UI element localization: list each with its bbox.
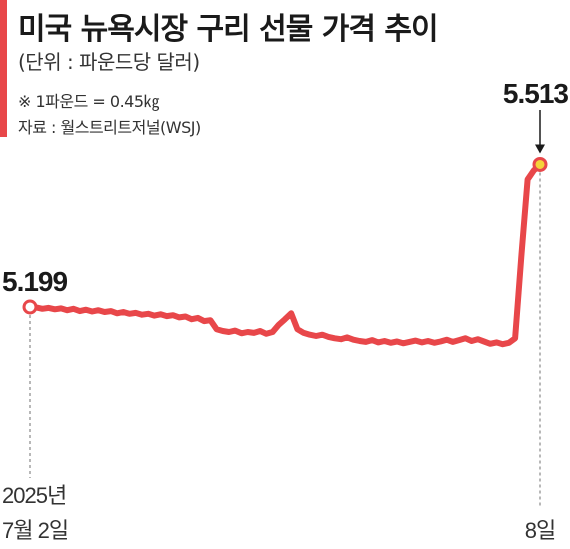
x-start-date-label: 7월 2일: [2, 518, 68, 543]
chart-title: 미국 뉴욕시장 구리 선물 가격 추이: [18, 12, 439, 47]
end-value-label: 5.513: [503, 78, 568, 109]
start-value-label: 5.199: [2, 266, 67, 297]
x-start-year-label: 2025년: [2, 483, 66, 508]
conversion-note: ※ 1파운드 = 0.45㎏: [18, 92, 160, 111]
unit-label: (단위 : 파운드당 달러): [18, 50, 200, 74]
end-arrow-head-icon: [535, 144, 545, 154]
end-point: [532, 156, 548, 172]
x-end-date-label: 8일: [525, 518, 555, 543]
start-point: [22, 299, 38, 315]
price-series-line: [27, 161, 543, 348]
accent-bar: [0, 0, 7, 137]
source-label: 자료 : 월스트리트저널(WSJ): [18, 118, 201, 137]
